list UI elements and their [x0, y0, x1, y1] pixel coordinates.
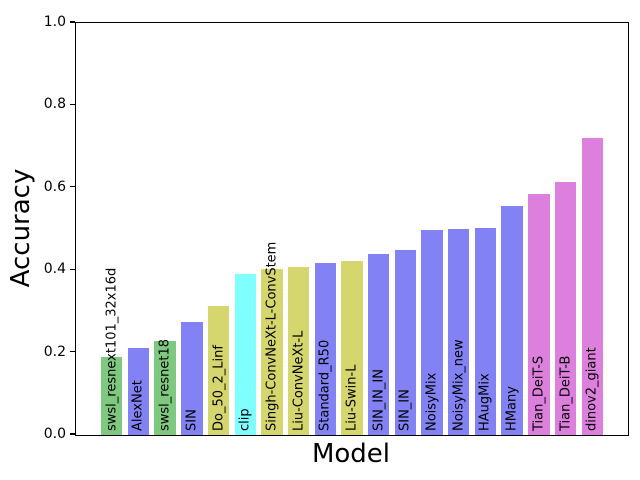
- bar-swsl_resnext101_32x16d: swsl_resnext101_32x16d: [101, 268, 123, 435]
- bar-label: Tian_DeiT-S: [531, 355, 547, 431]
- x-axis-label: Model: [311, 439, 391, 469]
- bar-SIN_IN: SIN_IN: [394, 250, 417, 435]
- y-tick-label: 1.0: [43, 14, 66, 30]
- bar-label: HAugMix: [477, 373, 493, 431]
- bar-Do_50_2_Linf: Do_50_2_Linf: [207, 306, 230, 435]
- bar-label: NoisyMix_new: [451, 339, 467, 431]
- bar-label: Liu-Swin-L: [344, 364, 360, 431]
- bar-label: SIN_IN: [397, 389, 413, 431]
- bar-label: dinov2_giant: [584, 347, 600, 431]
- bar-HMany: HMany: [501, 205, 523, 435]
- bar-SIN_IN_IN: SIN_IN_IN: [368, 253, 390, 435]
- bar-swsl_resnet18: swsl_resnet18: [154, 339, 176, 435]
- bar-label: NoisyMix: [424, 372, 440, 431]
- bar-label: swsl_resnet18: [157, 339, 173, 431]
- bar-Liu-ConvNeXt-L: Liu-ConvNeXt-L: [287, 267, 310, 435]
- y-tick-mark: [70, 186, 75, 188]
- bar-label: HMany: [504, 386, 520, 431]
- bar-label: Liu-ConvNeXt-L: [291, 330, 307, 431]
- y-tick-label: 0.4: [43, 261, 66, 278]
- bar-label: Singh-ConvNeXt-L-ConvStem: [264, 241, 280, 431]
- bar-label: Do_50_2_Linf: [211, 345, 227, 431]
- y-tick-mark: [70, 350, 75, 353]
- bar-label: SIN: [184, 409, 200, 431]
- bar-label: AlexNet: [130, 380, 146, 431]
- y-tick-mark: [70, 21, 75, 23]
- y-tick-label: 0.8: [43, 96, 66, 113]
- bar-label: swsl_resnext101_32x16d: [104, 267, 120, 431]
- bar-label: Standard_R50: [317, 339, 333, 431]
- y-tick-label: 0.0: [43, 426, 66, 442]
- bar-Liu-Swin-L: Liu-Swin-L: [341, 260, 363, 435]
- y-tick-mark: [70, 433, 75, 435]
- bar-NoisyMix: NoisyMix: [421, 230, 443, 435]
- y-tick-label: 0.6: [43, 178, 66, 195]
- y-tick-mark: [70, 268, 75, 270]
- bar-HAugMix: HAugMix: [474, 227, 497, 435]
- bar-dinov2_giant: dinov2_giant: [581, 138, 603, 435]
- bar-NoisyMix_new: NoisyMix_new: [448, 229, 470, 435]
- y-tick-label: 0.2: [43, 343, 66, 360]
- bar-Tian_DeiT-S: Tian_DeiT-S: [528, 193, 550, 435]
- bar-SIN: SIN: [181, 321, 203, 435]
- bar-AlexNet: AlexNet: [127, 347, 150, 435]
- y-tick-mark: [70, 103, 75, 106]
- plot-area: swsl_resnext101_32x16d AlexNet swsl_resnet…: [75, 22, 629, 436]
- bar-Tian_DeiT-B: Tian_DeiT-B: [554, 181, 577, 435]
- bar-clip: clip: [234, 274, 256, 435]
- bar-Singh-ConvNeXt-L-ConvStem: Singh-ConvNeXt-L-ConvStem: [261, 242, 283, 435]
- bar-label: Tian_DeiT-B: [558, 355, 574, 431]
- bar-Standard_R50: Standard_R50: [314, 263, 336, 435]
- bar-label: clip: [237, 408, 253, 431]
- bar-label: SIN_IN_IN: [371, 369, 387, 431]
